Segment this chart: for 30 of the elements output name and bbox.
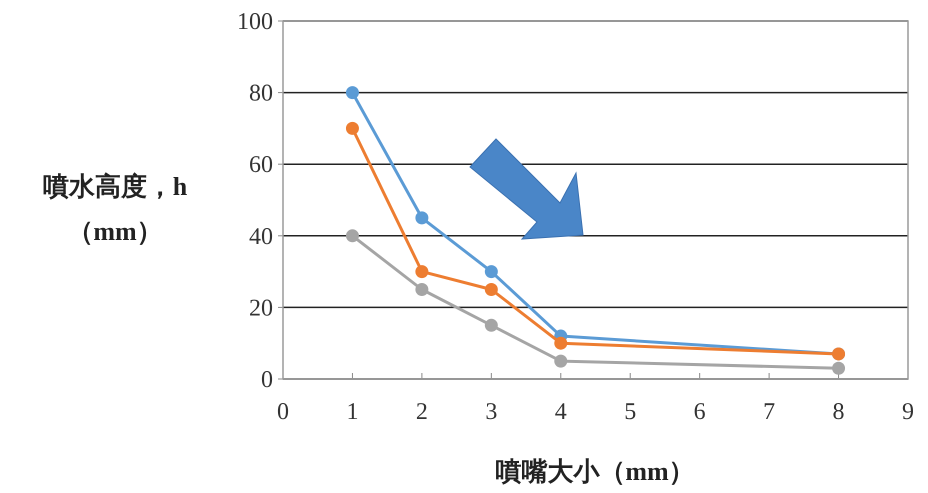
point: [484, 318, 498, 332]
x-tick-label: 0: [277, 399, 289, 425]
y-tick-label: 0: [261, 367, 273, 393]
point: [415, 265, 428, 278]
y-tick-label: 20: [249, 295, 273, 322]
point: [484, 283, 498, 296]
x-tick-label: 9: [902, 399, 914, 425]
point: [415, 211, 428, 224]
point: [346, 122, 359, 135]
point: [415, 283, 428, 296]
y-axis-title: 噴水高度，h （mm）: [42, 172, 188, 246]
x-tick-label: 7: [763, 399, 776, 425]
y-tick-label: 80: [249, 80, 273, 107]
x-tick-label: 1: [346, 399, 358, 425]
x-tick-label: 6: [694, 399, 706, 425]
point: [554, 336, 568, 350]
x-axis-title: 噴嘴大小（mm）: [495, 457, 695, 486]
x-tick-label: 2: [416, 399, 428, 425]
y-tick-label: 60: [249, 152, 273, 178]
point: [346, 86, 359, 100]
point: [554, 354, 568, 368]
x-tick-label: 8: [832, 399, 845, 425]
point: [484, 265, 498, 278]
y-tick-label: 100: [237, 9, 273, 35]
x-tick-label: 5: [624, 399, 636, 425]
x-tick-label: 3: [485, 399, 498, 425]
y-tick-label: 40: [249, 224, 273, 250]
x-tick-label: 4: [554, 399, 567, 425]
point: [346, 229, 359, 242]
point: [832, 362, 846, 375]
